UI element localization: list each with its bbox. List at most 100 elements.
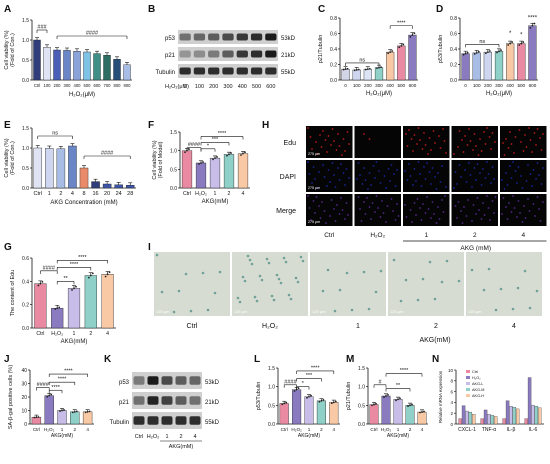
- panel-label-K: K: [104, 354, 112, 365]
- cell-dot: [487, 173, 490, 175]
- blot-band: [179, 67, 191, 75]
- cell-dot: [536, 128, 539, 130]
- scale-bar-label: 125 μm: [390, 309, 404, 314]
- bar: [472, 414, 476, 425]
- sig-label: ####: [284, 379, 297, 385]
- cell-dot: [441, 199, 443, 201]
- cell-dot: [375, 161, 378, 163]
- cell-dot: [517, 200, 520, 202]
- cell-dot: [475, 145, 477, 147]
- blot-band: [161, 416, 173, 425]
- cell-dot: [471, 220, 473, 222]
- bar: [33, 39, 41, 81]
- data-point: [518, 44, 521, 46]
- cell-dot: [539, 137, 541, 139]
- x-tick-label: 800: [114, 83, 122, 88]
- cell-dot: [390, 198, 393, 200]
- cell-dot: [421, 148, 424, 150]
- cell-dot: [506, 218, 509, 220]
- cell-dot: [431, 201, 434, 203]
- cell-dot: [377, 207, 379, 209]
- cell-dot: [371, 202, 374, 204]
- data-point: [475, 51, 478, 54]
- cell-dot: [464, 169, 466, 171]
- cell-dot: [396, 169, 398, 171]
- cell-dot: [411, 221, 413, 223]
- cell-dot: [475, 213, 477, 215]
- data-point: [320, 399, 323, 402]
- data-point: [308, 395, 310, 398]
- brightfield-image: [310, 252, 386, 316]
- cell-dot: [385, 187, 387, 189]
- cell-dot: [514, 136, 517, 138]
- y-tick-label: 1.0: [358, 385, 365, 391]
- cell-dot: [342, 172, 345, 174]
- cell-dot: [524, 134, 526, 136]
- cell-dot: [506, 184, 509, 186]
- blot-band: [161, 396, 173, 405]
- y-tick-label: 0.5: [170, 167, 177, 173]
- bar: [73, 51, 81, 81]
- data-point: [500, 49, 502, 52]
- x-axis-label: AKG Concentration (mM): [50, 200, 117, 206]
- cell-dot: [367, 188, 369, 190]
- legend-swatch: [466, 370, 470, 373]
- cell-dot: [356, 178, 358, 180]
- y-tick-label: 0.0: [22, 78, 29, 84]
- bar: [461, 53, 470, 81]
- stained-cell: [255, 299, 259, 303]
- bar: [91, 181, 100, 189]
- stained-cell: [160, 290, 164, 294]
- bar: [329, 402, 339, 425]
- stained-cell: [523, 269, 527, 273]
- fluorescence-image: [500, 126, 547, 158]
- data-point: [322, 399, 325, 401]
- x-tick-label: H₂O₂: [51, 331, 63, 337]
- stained-cell: [272, 298, 276, 302]
- y-tick-label: 0.0: [450, 78, 457, 84]
- chart-D: 0.0 0.2 0.4 0.6 0.8 p53/Tubulin 0 100 200 300 400 5…: [438, 16, 538, 97]
- data-point: [318, 400, 321, 403]
- data-point: [89, 274, 92, 277]
- blot-band: [193, 50, 206, 58]
- bar: [408, 34, 417, 81]
- stained-cell: [333, 309, 337, 313]
- sig-label: ****: [400, 368, 409, 374]
- cell-dot: [480, 150, 483, 152]
- cell-dot: [363, 133, 365, 135]
- cell-dot: [370, 218, 372, 220]
- blot-band: [250, 33, 263, 41]
- blot-band: [133, 396, 145, 405]
- stained-cell: [279, 281, 283, 285]
- cell-dot: [416, 143, 418, 145]
- cell-dot: [357, 196, 360, 198]
- x-tick-label: 0: [344, 83, 347, 88]
- cell-dot: [397, 215, 400, 217]
- cell-dot: [439, 181, 442, 183]
- image-col-label: Ctrl: [187, 323, 198, 330]
- cell-dot: [406, 145, 409, 147]
- y-tick-label: 1.0: [22, 146, 29, 152]
- data-point: [75, 285, 77, 288]
- cell-dot: [392, 210, 394, 212]
- cell-dot: [462, 151, 465, 153]
- bar: [534, 406, 539, 425]
- stained-cell: [206, 308, 210, 312]
- image-row-label: Edu: [284, 140, 297, 147]
- bar: [483, 409, 488, 425]
- cell-dot: [458, 130, 461, 132]
- data-point: [368, 67, 371, 70]
- data-point: [398, 46, 401, 49]
- cell-dot: [347, 214, 349, 216]
- cell-dot: [488, 136, 491, 138]
- legend-swatch: [466, 376, 470, 379]
- bar: [506, 43, 515, 81]
- x-tick-label: Ctrl: [281, 427, 288, 432]
- blot-band: [147, 376, 159, 385]
- scale-bar-label: 125 μm: [156, 309, 170, 314]
- data-point: [297, 387, 300, 390]
- y-axis-label: The content of Edu: [10, 270, 16, 316]
- bar: [125, 184, 135, 189]
- cell-dot: [535, 144, 537, 146]
- cell-dot: [486, 127, 488, 129]
